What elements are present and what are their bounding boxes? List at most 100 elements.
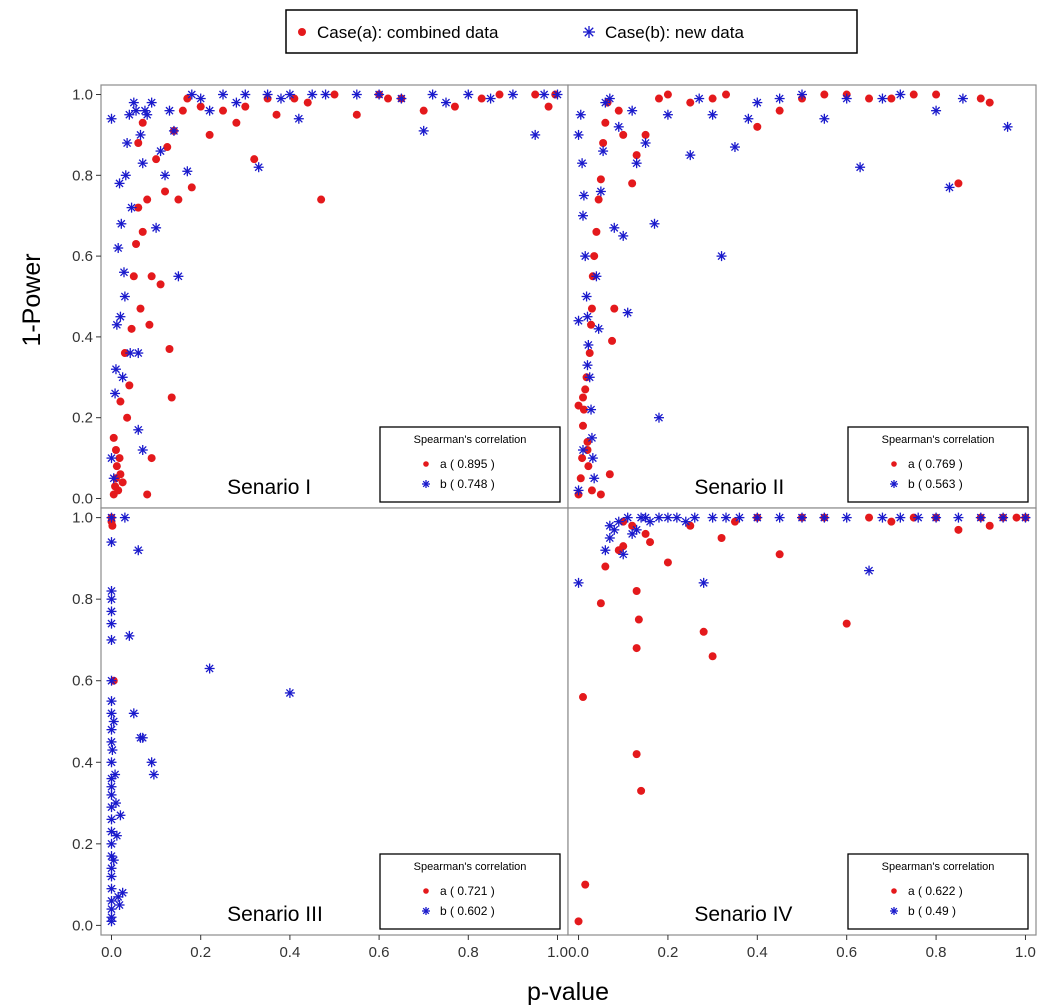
point-b <box>133 545 144 556</box>
point-b <box>552 89 563 100</box>
point-a <box>865 94 874 103</box>
point-b <box>743 113 754 124</box>
point-a <box>842 619 851 628</box>
point-a <box>165 345 174 354</box>
point-b <box>864 565 875 576</box>
point-b <box>118 267 129 278</box>
point-b <box>124 109 135 120</box>
point-b <box>115 810 126 821</box>
point-b <box>855 162 866 173</box>
point-a <box>628 179 637 188</box>
point-a <box>330 90 339 99</box>
correlation-value-b: b ( 0.602 ) <box>440 904 495 918</box>
legend-box <box>285 9 858 54</box>
point-b <box>418 125 429 136</box>
point-b <box>204 663 215 674</box>
point-b <box>253 162 264 173</box>
point-a <box>147 454 156 463</box>
x-tick-label: 1.0 <box>547 944 568 961</box>
legend-asterisk-b <box>583 26 595 38</box>
point-b <box>586 432 597 443</box>
point-a <box>646 538 655 547</box>
point-b <box>613 516 624 527</box>
point-b <box>609 524 620 535</box>
point-b <box>707 109 718 120</box>
point-a <box>753 122 762 131</box>
point-b <box>729 142 740 153</box>
point-b <box>108 473 119 484</box>
point-b <box>108 855 119 866</box>
point-a <box>109 433 118 442</box>
point-b <box>1002 121 1013 132</box>
x-tick-label: 0.8 <box>926 944 947 961</box>
point-b <box>575 109 586 120</box>
point-b <box>774 512 785 523</box>
point-b <box>126 202 137 213</box>
scenario-label: Senario I <box>227 476 311 499</box>
point-a <box>584 462 593 471</box>
point-b <box>698 577 709 588</box>
point-a <box>111 446 120 455</box>
point-b <box>106 512 117 523</box>
point-a <box>138 227 147 236</box>
point-a <box>116 397 125 406</box>
point-b <box>119 291 130 302</box>
point-b <box>182 166 193 177</box>
point-b <box>307 89 318 100</box>
correlation-box: Spearman's correlation a ( 0.895 ) b ( 0.7… <box>379 426 561 503</box>
point-a <box>596 490 605 499</box>
point-a <box>303 98 312 107</box>
point-a <box>115 454 124 463</box>
point-a <box>708 652 717 661</box>
point-b <box>106 453 117 464</box>
point-a <box>887 94 896 103</box>
point-a <box>174 195 183 204</box>
point-b <box>231 97 242 108</box>
x-tick-label: 0.0 <box>101 944 122 961</box>
point-b <box>485 93 496 104</box>
point-b <box>168 125 179 136</box>
point-b <box>581 291 592 302</box>
point-a <box>587 486 596 495</box>
correlation-value-a: a ( 0.721 ) <box>440 884 495 898</box>
point-a <box>163 143 172 152</box>
point-b <box>640 137 651 148</box>
point-a <box>143 195 152 204</box>
point-a <box>384 94 393 103</box>
point-b <box>582 360 593 371</box>
correlation-marker-a <box>423 461 429 467</box>
point-b <box>108 716 119 727</box>
point-a <box>250 155 259 164</box>
point-b <box>133 348 144 359</box>
point-a <box>865 513 874 522</box>
point-a <box>954 179 963 188</box>
point-b <box>110 798 121 809</box>
point-a <box>581 880 590 889</box>
scenario-label: Senario II <box>694 476 784 499</box>
y-tick-label: 1.0 <box>72 87 93 104</box>
point-b <box>577 158 588 169</box>
point-b <box>106 789 117 800</box>
legend-marker-b <box>583 26 595 38</box>
point-b <box>895 512 906 523</box>
point-b <box>128 708 139 719</box>
point-b <box>148 769 159 780</box>
point-a <box>909 90 918 99</box>
point-a <box>587 320 596 329</box>
point-a <box>1012 513 1021 522</box>
point-b <box>427 89 438 100</box>
correlation-value-a: a ( 0.769 ) <box>908 457 963 471</box>
point-b <box>530 129 541 140</box>
scenario-label: Senario IV <box>694 903 792 926</box>
point-a <box>596 175 605 184</box>
point-b <box>113 243 124 254</box>
point-b <box>931 512 942 523</box>
point-a <box>663 558 672 567</box>
point-b <box>351 89 362 100</box>
point-a <box>605 470 614 479</box>
panels: 0.0 0.2 0.4 0.6 0.8 1.0 Senario I Spearman's co… <box>72 84 1037 961</box>
point-b <box>622 307 633 318</box>
point-a <box>574 917 583 926</box>
point-a <box>932 90 941 99</box>
